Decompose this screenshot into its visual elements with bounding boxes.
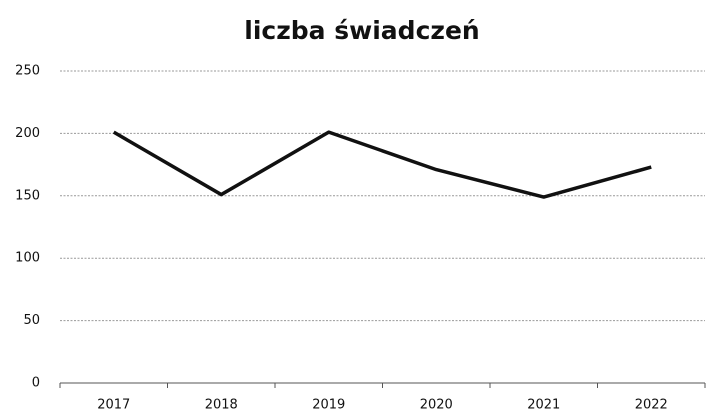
y-tick-label: 50 [23, 313, 40, 328]
y-tick-label: 150 [15, 188, 40, 203]
x-tick-label: 2018 [205, 398, 238, 412]
x-tick-label: 2019 [312, 398, 345, 412]
x-tick-label: 2020 [420, 398, 453, 412]
chart-title: liczba świadczeń [244, 16, 479, 45]
y-tick-label: 100 [15, 251, 40, 266]
x-tick-label: 2021 [527, 398, 560, 412]
x-tick-label: 2022 [635, 398, 668, 412]
data-line [112, 130, 652, 199]
y-tick-label: 250 [15, 64, 40, 79]
x-tick-label: 2017 [97, 398, 130, 412]
y-tick-label: 0 [32, 376, 40, 391]
y-tick-label: 200 [15, 126, 40, 141]
